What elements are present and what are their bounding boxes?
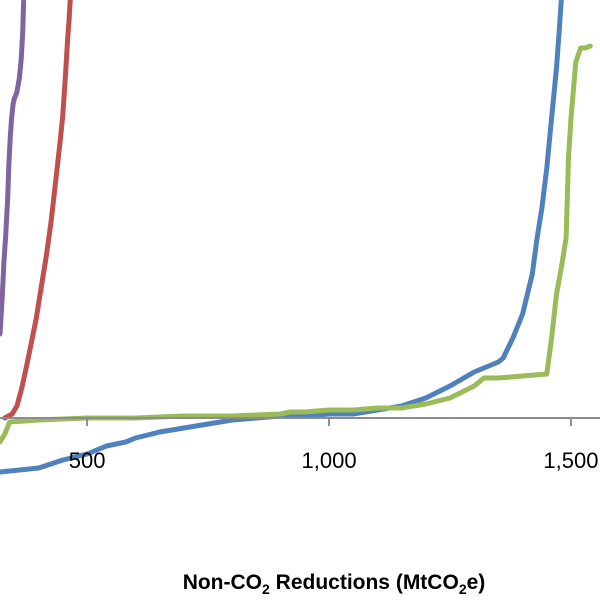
series-line-2 — [5, 0, 70, 418]
x-tick-label: 1,500 — [543, 448, 598, 473]
x-tick-label: 1,000 — [302, 448, 357, 473]
series-line-1 — [0, 0, 24, 334]
x-axis-title: Non-CO2 Reductions (MtCO2e) — [183, 571, 486, 597]
x-tick-label: 500 — [69, 448, 106, 473]
mac-curve-chart: 500 1,000 1,500 Non-CO2 Reductions (MtCO2e… — [0, 0, 600, 600]
series-lines — [0, 0, 590, 472]
series-line-4 — [0, 46, 590, 442]
series-line-3 — [0, 0, 561, 472]
x-axis-ticks: 500 1,000 1,500 — [69, 418, 599, 473]
